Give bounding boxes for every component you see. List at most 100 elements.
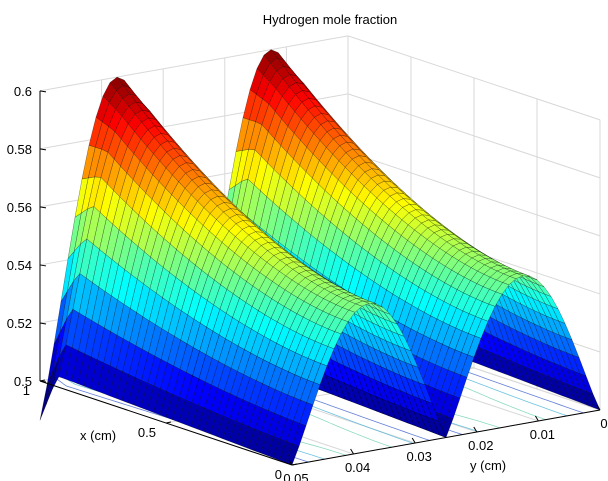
contour-line xyxy=(305,452,312,456)
contour-line xyxy=(330,412,337,416)
contour-line xyxy=(298,450,306,454)
contour-line xyxy=(468,371,475,375)
z-tick-label: 0.54 xyxy=(7,258,32,273)
contour-line xyxy=(62,383,67,387)
contour-line xyxy=(516,389,523,392)
contour-line xyxy=(472,380,479,384)
y-tick-label: 0.01 xyxy=(530,427,555,442)
y-tick-label: 0 xyxy=(600,416,607,431)
y-tick-label: 0.04 xyxy=(345,460,370,475)
contour-line xyxy=(455,432,463,435)
y-tick-mark xyxy=(350,448,355,455)
z-tick-mark xyxy=(39,322,47,325)
x-tick-mark xyxy=(39,379,46,382)
contour-line xyxy=(340,426,346,430)
contour-line xyxy=(314,399,321,403)
contour-line xyxy=(364,425,370,429)
chart-title: Hydrogen mole fraction xyxy=(263,12,397,27)
z-tick-label: 0.56 xyxy=(7,200,32,215)
contour-line xyxy=(543,398,547,401)
contour-line xyxy=(362,435,369,439)
contour-line xyxy=(347,419,354,423)
contour-line xyxy=(75,383,83,387)
contour-line xyxy=(493,425,501,429)
y-tick-label: 0.03 xyxy=(407,449,432,464)
contour-line xyxy=(318,417,325,421)
contour-line xyxy=(131,406,139,409)
contour-line xyxy=(329,422,336,426)
y-tick-mark xyxy=(288,459,293,466)
contour-line xyxy=(345,429,352,433)
contour-line xyxy=(510,386,517,390)
contour-line xyxy=(72,387,80,391)
contour-line xyxy=(459,425,466,428)
contour-line xyxy=(305,442,313,446)
contour-line xyxy=(410,433,418,437)
contour-line xyxy=(518,398,524,401)
contour-line xyxy=(392,427,399,431)
z-tick-mark xyxy=(39,148,47,151)
contour-line xyxy=(142,409,145,412)
x-axis-label: x (cm) xyxy=(80,428,116,443)
contour-line xyxy=(370,427,378,431)
contour-line xyxy=(472,390,479,394)
contour-line xyxy=(513,396,520,400)
contour-line xyxy=(344,410,351,414)
contour-line xyxy=(459,415,467,419)
contour-line xyxy=(539,417,546,421)
contour-line xyxy=(480,421,488,425)
contour-line xyxy=(400,438,408,442)
contour-line xyxy=(558,404,566,407)
contour-line xyxy=(295,457,303,461)
contour-line xyxy=(301,459,309,463)
z-tick-mark xyxy=(39,264,47,267)
contour-line xyxy=(386,425,390,427)
contour-line xyxy=(484,385,491,389)
contour-line xyxy=(505,403,512,407)
contour-line xyxy=(353,421,360,425)
z-tick-label: 0.52 xyxy=(7,316,32,331)
contour-line xyxy=(313,415,320,419)
contour-line xyxy=(524,400,532,404)
contour-line xyxy=(380,423,387,426)
y-tick-label: 0.05 xyxy=(283,471,308,481)
contour-line xyxy=(504,384,511,388)
contour-line xyxy=(111,400,119,403)
contour-line xyxy=(320,401,327,405)
contour-line xyxy=(373,440,380,444)
contour-line xyxy=(521,410,528,414)
contour-line xyxy=(338,407,345,411)
contour-line xyxy=(326,403,333,407)
contour-line xyxy=(522,391,529,395)
contour-line xyxy=(398,429,406,433)
contour-line xyxy=(332,405,339,409)
contour-line xyxy=(144,410,152,414)
contour-line xyxy=(533,415,540,418)
contour-line xyxy=(157,414,165,418)
contour-line xyxy=(498,382,505,386)
contour-line xyxy=(66,385,73,389)
contour-line xyxy=(540,397,544,400)
contour-line xyxy=(324,410,331,414)
z-tick-mark xyxy=(39,90,47,93)
contour-line xyxy=(489,387,496,391)
contour-line xyxy=(516,408,523,412)
y-tick-mark xyxy=(411,437,416,444)
contour-line xyxy=(382,432,390,436)
contour-line xyxy=(368,418,375,422)
contour-line xyxy=(536,404,544,408)
x-tick-label: 0 xyxy=(275,467,282,481)
contour-line xyxy=(542,406,550,410)
contour-line xyxy=(105,397,113,401)
contour-line xyxy=(488,397,495,401)
contour-line xyxy=(125,404,132,407)
y-tick-mark xyxy=(596,404,601,411)
contour-line xyxy=(473,419,481,423)
x-tick-mark xyxy=(165,421,172,424)
contour-line xyxy=(118,402,126,405)
contour-line xyxy=(571,408,578,412)
contour-line xyxy=(466,378,473,382)
contour-line xyxy=(376,430,384,434)
z-tick-label: 0.58 xyxy=(7,142,32,157)
contour-line xyxy=(367,438,374,442)
